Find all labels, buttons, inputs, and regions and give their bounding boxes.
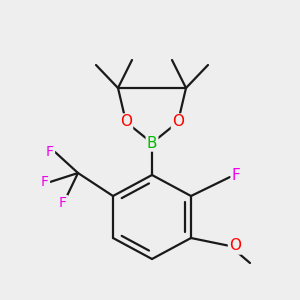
Text: O: O [172, 115, 184, 130]
Text: F: F [232, 167, 240, 182]
Text: F: F [46, 145, 54, 159]
Text: O: O [120, 115, 132, 130]
Text: B: B [147, 136, 157, 151]
Text: O: O [229, 238, 241, 253]
Text: F: F [41, 175, 49, 189]
Text: F: F [59, 196, 67, 210]
